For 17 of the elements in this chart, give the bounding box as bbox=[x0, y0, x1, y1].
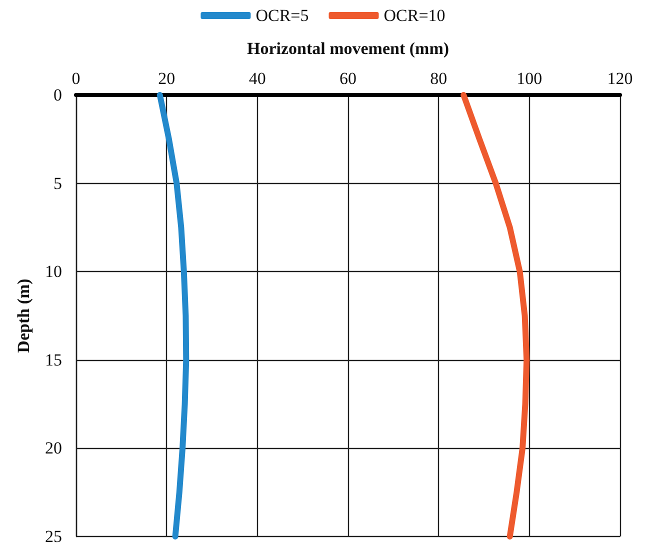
y-tick-label: 0 bbox=[54, 86, 62, 104]
y-tick-label: 25 bbox=[45, 527, 62, 545]
y-tick-label: 20 bbox=[45, 438, 62, 458]
legend-label: OCR=10 bbox=[384, 6, 446, 25]
y-tick-label: 15 bbox=[45, 350, 62, 370]
x-tick-label: 20 bbox=[158, 69, 176, 88]
x-tick-label: 120 bbox=[607, 69, 633, 88]
x-axis-title: Horizontal movement (mm) bbox=[246, 39, 450, 58]
x-tick-label: 40 bbox=[248, 69, 266, 88]
y-tick-label: 5 bbox=[54, 174, 62, 193]
x-tick-label: 0 bbox=[72, 69, 80, 88]
x-tick-label: 60 bbox=[340, 69, 356, 88]
y-axis-title: Depth (m) bbox=[14, 278, 33, 353]
legend-label: OCR=5 bbox=[256, 6, 309, 25]
y-tick-label: 10 bbox=[45, 262, 62, 282]
x-tick-label: 80 bbox=[430, 69, 448, 88]
x-tick-label: 100 bbox=[516, 69, 542, 88]
